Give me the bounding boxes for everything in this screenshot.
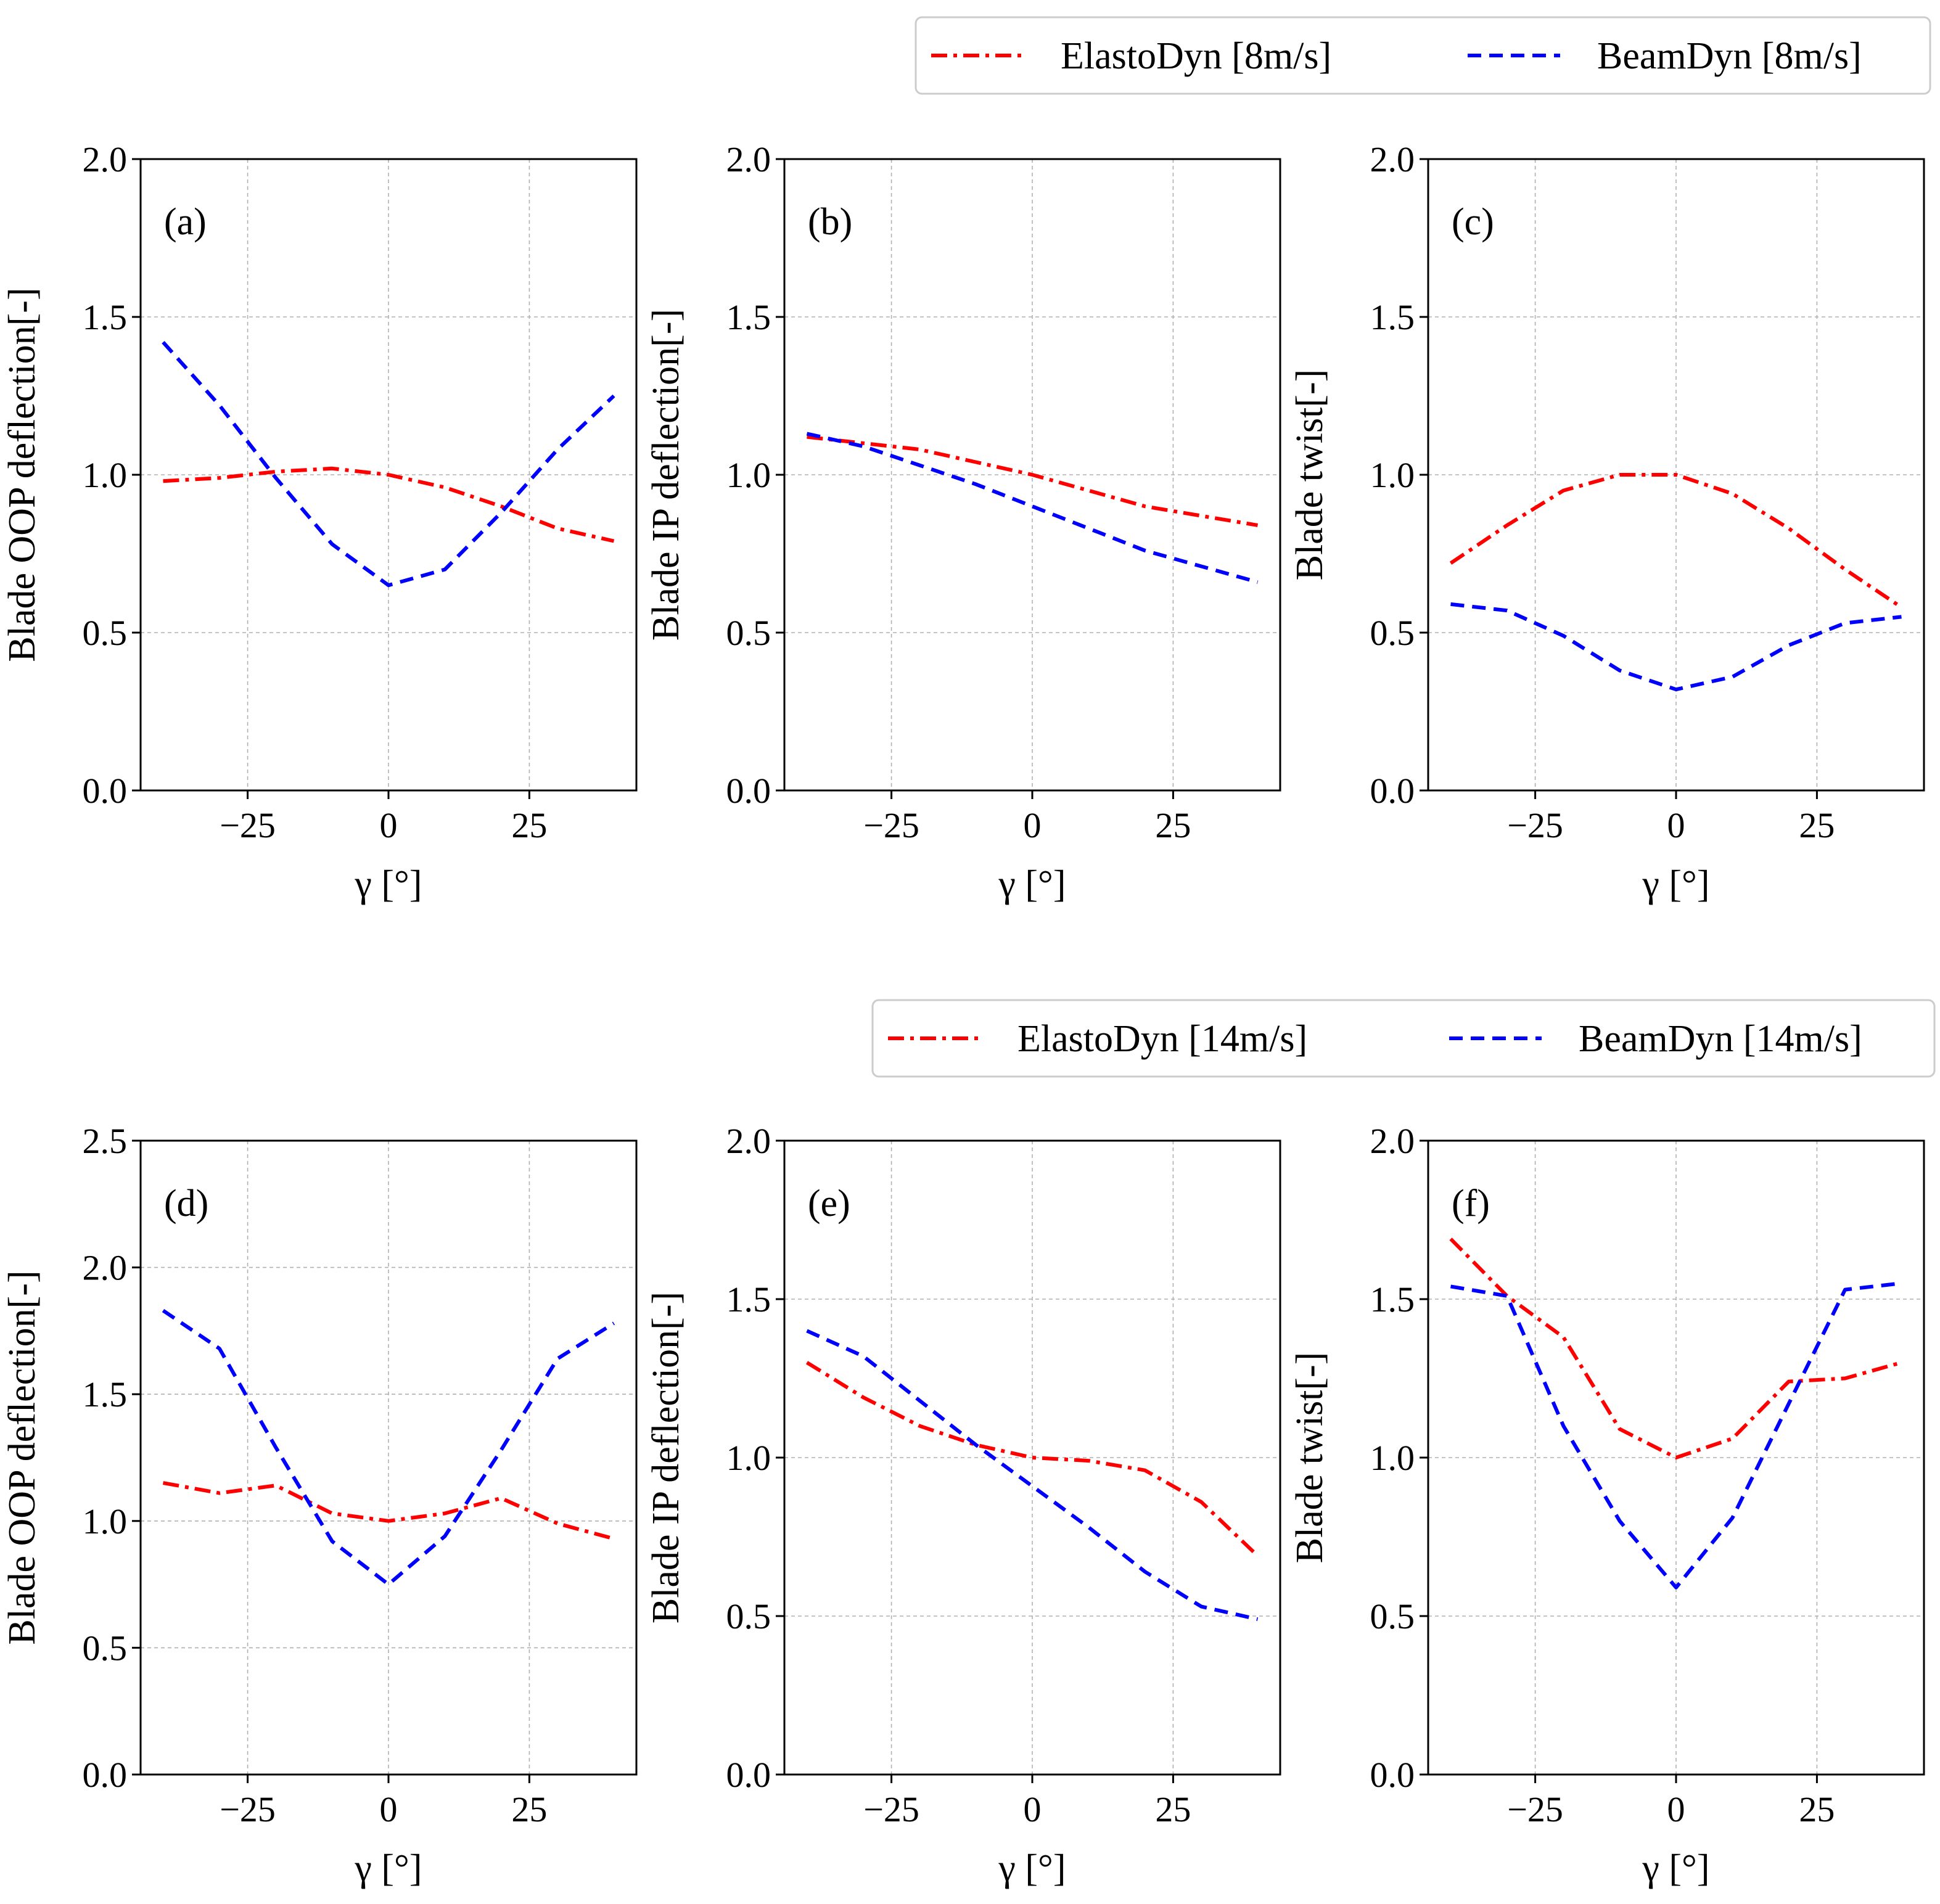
- x-tick-label: 25: [1155, 805, 1191, 845]
- panel-label: (d): [164, 1183, 208, 1225]
- panel-c: −25 0 25 0.0 0.5 1.0 1.5 2.0 γ [°] Blade twist[-]…: [1289, 139, 1925, 905]
- panel-d: −25 0 25 0.0 0.5 1.0 1.5 2.0 2.5 γ [°] Blade OOP d…: [1, 1121, 638, 1889]
- y-tick-label: 0.5: [83, 613, 128, 653]
- legend-2: ElastoDyn [14m/s] BeamDyn [14m/s]: [871, 999, 1936, 1078]
- y-tick-label: 1.0: [83, 455, 128, 495]
- legend-frame: [871, 999, 1936, 1078]
- x-tick-label: 0: [380, 1789, 398, 1829]
- legend-frame: [915, 16, 1931, 95]
- x-tick-label: 25: [1799, 1789, 1835, 1829]
- y-axis-label: Blade IP deflection[-]: [645, 309, 687, 641]
- x-axis-label: γ [°]: [355, 863, 422, 905]
- y-tick-label: 0.0: [83, 771, 128, 811]
- y-axis-label: Blade OOP deflection[-]: [1, 287, 43, 662]
- x-tick-label: −25: [220, 805, 276, 845]
- y-tick-label: 0.5: [726, 1596, 771, 1636]
- x-tick-label: 25: [1155, 1789, 1191, 1829]
- legend-label-beamdyn: BeamDyn [14m/s]: [1579, 1018, 1862, 1060]
- series-line-beamdyn: [162, 1309, 615, 1586]
- y-tick-label: 0.0: [726, 1755, 771, 1795]
- y-tick-label: 0.0: [726, 771, 771, 811]
- legend-label-beamdyn: BeamDyn [8m/s]: [1597, 35, 1862, 77]
- series-line-elastodyn: [163, 466, 615, 543]
- y-tick-label: 2.0: [1370, 1121, 1415, 1161]
- panel-a: −25 0 25 0.0 0.5 1.0 1.5 2.0 γ [°] Blade OOP defl…: [1, 139, 638, 905]
- panel-label: (a): [164, 201, 207, 243]
- y-tick-label: 0.0: [1370, 771, 1415, 811]
- legend-label-elastodyn: ElastoDyn [14m/s]: [1017, 1018, 1307, 1060]
- y-tick-label: 1.0: [726, 455, 771, 495]
- x-tick-label: −25: [220, 1789, 276, 1829]
- x-tick-label: 25: [511, 1789, 547, 1829]
- y-tick-label: 1.5: [83, 1374, 128, 1414]
- y-tick-label: 1.5: [1370, 1279, 1415, 1319]
- y-tick-label: 0.5: [1370, 613, 1415, 653]
- series-line-beamdyn: [806, 432, 1259, 584]
- y-tick-label: 0.0: [83, 1755, 128, 1795]
- panel-b: −25 0 25 0.0 0.5 1.0 1.5 2.0 γ [°] Blade IP defle…: [645, 139, 1281, 905]
- legend-1: ElastoDyn [8m/s] BeamDyn [8m/s]: [915, 16, 1931, 95]
- y-tick-label: 2.0: [726, 1121, 771, 1161]
- x-tick-label: 25: [1799, 805, 1835, 845]
- y-tick-label: 2.0: [726, 139, 771, 179]
- panel-label: (e): [808, 1183, 850, 1225]
- x-tick-label: 0: [1667, 805, 1685, 845]
- y-tick-label: 2.5: [83, 1121, 128, 1161]
- panel-e: −25 0 25 0.0 0.5 1.0 1.5 2.0 γ [°] Blade IP defle…: [645, 1121, 1281, 1889]
- series-line-beamdyn: [806, 1329, 1259, 1622]
- y-tick-label: 0.0: [1370, 1755, 1415, 1795]
- y-tick-label: 2.0: [83, 139, 128, 179]
- series-line-elastodyn: [805, 1361, 1259, 1557]
- legend-label-elastodyn: ElastoDyn [8m/s]: [1061, 35, 1331, 77]
- y-tick-label: 1.5: [1370, 297, 1415, 337]
- x-tick-label: −25: [1507, 1789, 1563, 1829]
- series-line-elastodyn: [1449, 473, 1903, 609]
- y-tick-label: 0.5: [1370, 1596, 1415, 1636]
- panel-label: (c): [1452, 201, 1494, 243]
- x-tick-label: 25: [511, 805, 547, 845]
- y-tick-label: 0.5: [83, 1628, 128, 1668]
- panel-label: (b): [808, 201, 852, 243]
- x-axis-label: γ [°]: [998, 863, 1066, 905]
- y-axis-label: Blade OOP deflection[-]: [1, 1270, 43, 1644]
- series-line-beamdyn: [162, 341, 615, 588]
- y-axis-label: Blade twist[-]: [1289, 369, 1331, 581]
- y-tick-label: 2.0: [83, 1248, 128, 1288]
- series-line-elastodyn: [807, 435, 1258, 527]
- x-tick-label: −25: [863, 805, 919, 845]
- y-tick-label: 0.5: [726, 613, 771, 653]
- y-tick-label: 1.0: [726, 1438, 771, 1478]
- x-tick-label: 0: [1024, 805, 1042, 845]
- y-tick-label: 1.0: [1370, 455, 1415, 495]
- x-tick-label: −25: [1507, 805, 1563, 845]
- series-line-elastodyn: [162, 1481, 615, 1541]
- y-tick-label: 1.5: [726, 297, 771, 337]
- y-tick-label: 1.5: [83, 297, 128, 337]
- y-axis-label: Blade twist[-]: [1289, 1352, 1331, 1564]
- y-tick-label: 1.5: [726, 1279, 771, 1319]
- series-line-elastodyn: [1449, 1237, 1902, 1459]
- x-axis-label: γ [°]: [355, 1847, 422, 1889]
- x-axis-label: γ [°]: [998, 1847, 1066, 1889]
- x-axis-label: γ [°]: [1642, 863, 1710, 905]
- series-line-beamdyn: [1450, 602, 1902, 692]
- series-line-beamdyn: [1450, 1281, 1902, 1590]
- x-axis-label: γ [°]: [1642, 1847, 1710, 1889]
- x-tick-label: 0: [1667, 1789, 1685, 1829]
- x-tick-label: −25: [863, 1789, 919, 1829]
- y-tick-label: 2.0: [1370, 139, 1415, 179]
- panel-f: −25 0 25 0.0 0.5 1.0 1.5 2.0 γ [°] Blade twist[-]…: [1289, 1121, 1925, 1889]
- y-tick-label: 1.0: [1370, 1438, 1415, 1478]
- y-axis-label: Blade IP deflection[-]: [645, 1292, 687, 1623]
- y-tick-label: 1.0: [83, 1501, 128, 1541]
- x-tick-label: 0: [1024, 1789, 1042, 1829]
- panel-label: (f): [1452, 1183, 1490, 1225]
- x-tick-label: 0: [380, 805, 398, 845]
